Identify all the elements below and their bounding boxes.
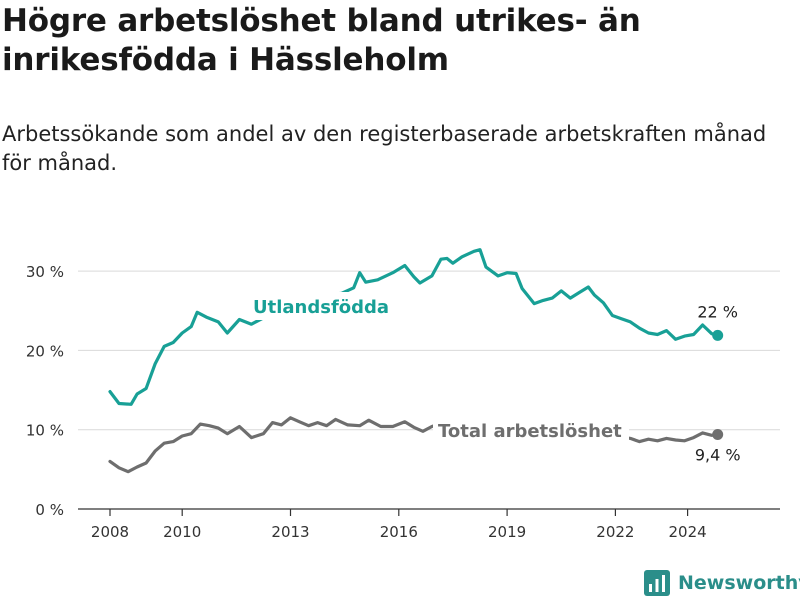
series-label-background — [433, 417, 629, 443]
x-tick-label: 2008 — [91, 523, 129, 541]
brand-name: Newsworthy — [678, 572, 800, 594]
series-label-background — [248, 292, 396, 320]
x-tick-label: 2022 — [596, 523, 634, 541]
end-marker-total — [712, 428, 724, 440]
x-tick-label: 2010 — [163, 523, 201, 541]
chart-title: Högre arbetslöshet bland utrikes- än inr… — [2, 3, 641, 78]
y-tick-label: 0 % — [35, 501, 64, 519]
x-tick-label: 2019 — [488, 523, 526, 541]
x-tick-label: 2013 — [271, 523, 309, 541]
newsworthy-logo: Newsworthy — [644, 568, 800, 598]
y-tick-label: 30 % — [26, 263, 64, 281]
y-tick-labels: 0 % 10 % 20 % 30 % — [26, 263, 64, 519]
x-ticks: 2008 2010 2013 2016 2019 2022 2024 — [91, 509, 707, 541]
y-tick-label: 10 % — [26, 422, 64, 440]
bar-chart-icon — [644, 570, 670, 596]
series-labels: Utlandsfödda Total arbetslöshet — [248, 292, 629, 443]
x-tick-label: 2024 — [669, 523, 707, 541]
gridlines — [78, 270, 780, 431]
y-tick-label: 20 % — [26, 342, 64, 360]
end-markers: 22 % 9,4 % — [695, 302, 741, 464]
end-value-label-total: 9,4 % — [695, 445, 741, 464]
x-tick-label: 2016 — [380, 523, 418, 541]
series-label-foreign-born: Utlandsfödda — [253, 297, 389, 318]
end-value-label-foreign-born: 22 % — [697, 302, 738, 321]
chart-subtitle: Arbetssökande som andel av den registerb… — [2, 122, 767, 175]
series-line-foreign-born — [108, 248, 720, 406]
series-label-total: Total arbetslöshet — [438, 421, 622, 442]
end-marker-foreign-born — [712, 329, 724, 341]
